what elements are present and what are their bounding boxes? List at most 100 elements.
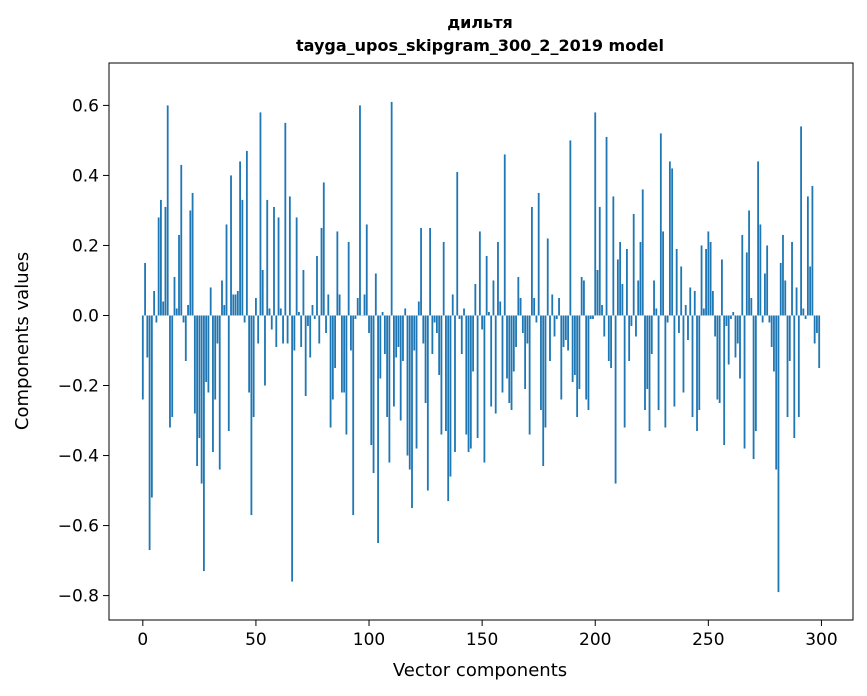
bar bbox=[788, 315, 791, 361]
bar bbox=[752, 315, 755, 460]
bar bbox=[646, 315, 649, 390]
bar bbox=[721, 259, 723, 316]
bar bbox=[202, 315, 205, 572]
bar bbox=[549, 315, 551, 361]
bar bbox=[779, 262, 782, 316]
bar bbox=[390, 101, 393, 316]
bar bbox=[766, 245, 769, 316]
bar bbox=[607, 315, 610, 361]
bar bbox=[743, 315, 746, 449]
bar bbox=[279, 308, 282, 316]
bar bbox=[564, 315, 567, 340]
bar bbox=[404, 308, 407, 316]
bar bbox=[512, 315, 515, 372]
bar bbox=[300, 315, 303, 347]
bar bbox=[350, 315, 352, 351]
bar bbox=[225, 224, 228, 316]
bar bbox=[813, 315, 816, 344]
bar bbox=[555, 315, 558, 319]
bar bbox=[304, 315, 307, 397]
bar bbox=[209, 287, 212, 316]
bar bbox=[447, 315, 450, 502]
bar bbox=[478, 231, 481, 316]
bar bbox=[212, 315, 214, 453]
bar bbox=[458, 315, 461, 319]
bar bbox=[259, 112, 262, 316]
bar bbox=[193, 315, 196, 414]
bar bbox=[558, 297, 560, 316]
bar bbox=[347, 241, 350, 316]
bar bbox=[442, 241, 445, 316]
bar bbox=[684, 304, 687, 316]
bar bbox=[413, 315, 416, 351]
bar bbox=[456, 171, 459, 316]
bar bbox=[370, 315, 373, 446]
bar bbox=[460, 315, 463, 354]
bar bbox=[354, 315, 357, 319]
bar bbox=[284, 122, 287, 316]
bar bbox=[585, 315, 588, 400]
bar bbox=[196, 315, 199, 467]
bar bbox=[542, 315, 545, 467]
bar bbox=[546, 238, 549, 316]
plot-frame bbox=[108, 62, 854, 621]
bar bbox=[678, 315, 680, 333]
bar bbox=[791, 241, 793, 316]
bar bbox=[302, 269, 305, 316]
bar bbox=[551, 294, 554, 316]
bar bbox=[587, 315, 590, 411]
bar bbox=[166, 105, 169, 316]
bar bbox=[270, 315, 273, 330]
bar bbox=[243, 315, 246, 323]
bar bbox=[411, 315, 413, 509]
bar bbox=[449, 315, 452, 477]
bar bbox=[691, 315, 694, 418]
bar bbox=[521, 315, 524, 333]
bar bbox=[293, 315, 296, 351]
bar bbox=[316, 255, 318, 316]
bar bbox=[705, 248, 707, 316]
bar bbox=[530, 206, 533, 316]
bar bbox=[662, 231, 664, 316]
bar bbox=[266, 199, 269, 316]
bar bbox=[687, 315, 689, 340]
bar bbox=[245, 150, 248, 316]
bar bbox=[313, 315, 316, 319]
bar bbox=[277, 217, 280, 316]
y-tick-label: −0.2 bbox=[58, 377, 99, 397]
bar bbox=[250, 315, 253, 516]
bar bbox=[680, 266, 683, 316]
x-tick-label: 200 bbox=[579, 630, 611, 650]
bar bbox=[773, 315, 775, 372]
bar bbox=[612, 196, 615, 316]
bar bbox=[598, 206, 601, 316]
bar bbox=[736, 315, 739, 344]
bar bbox=[334, 315, 336, 368]
bar bbox=[417, 301, 420, 316]
bar bbox=[481, 315, 484, 330]
bar bbox=[506, 315, 508, 379]
bar bbox=[702, 308, 705, 316]
bar bbox=[191, 192, 194, 316]
bar bbox=[171, 315, 174, 418]
bar bbox=[160, 199, 162, 316]
bar bbox=[379, 315, 382, 379]
bar bbox=[732, 311, 735, 316]
bar bbox=[673, 315, 676, 407]
bar bbox=[173, 276, 176, 316]
y-tick-label: −0.8 bbox=[58, 587, 99, 607]
bar bbox=[465, 315, 468, 435]
bar bbox=[180, 164, 183, 316]
bar bbox=[641, 189, 644, 316]
bar bbox=[709, 241, 712, 316]
bar bbox=[632, 213, 635, 316]
bar bbox=[811, 185, 814, 316]
bar bbox=[748, 210, 750, 316]
bar bbox=[241, 199, 244, 316]
bar bbox=[739, 315, 741, 379]
bar bbox=[187, 304, 189, 316]
bar bbox=[298, 311, 300, 316]
bar bbox=[544, 315, 547, 428]
bar bbox=[592, 315, 594, 319]
